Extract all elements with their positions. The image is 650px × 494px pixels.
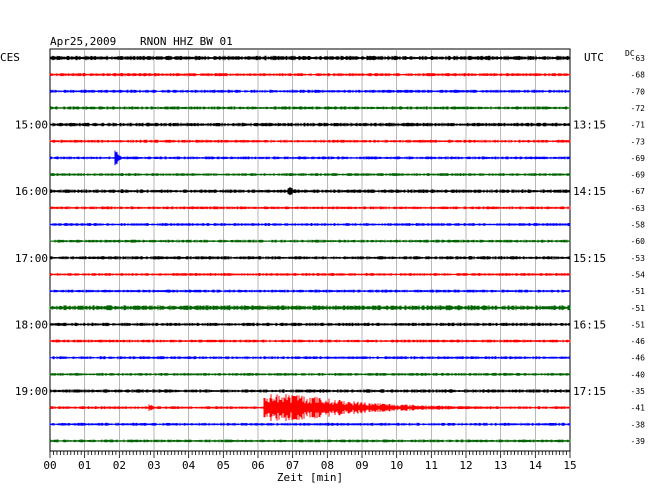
trace-18 [49, 356, 571, 360]
right-hour-label: 15:15 [573, 252, 606, 265]
trace-0 [49, 55, 571, 61]
dc-offset-label: -69 [631, 171, 646, 180]
dc-offset-label: -38 [631, 420, 646, 429]
x-tick-label: 09 [355, 459, 368, 472]
local-timezone-label: CES [0, 51, 20, 64]
trace-5 [49, 139, 571, 143]
dc-offset-label: -46 [631, 354, 646, 363]
dc-offset-label: -53 [631, 254, 646, 263]
dc-header-label: DC [625, 49, 635, 58]
dc-offset-label: -40 [631, 370, 646, 379]
right-hour-label: 16:15 [573, 318, 606, 331]
x-axis: 00 01 02 03 04 05 06 07 08 09 10 11 12 13 14 15 [43, 451, 577, 472]
minute-grid [84, 49, 536, 451]
trace-9 [49, 206, 571, 210]
dc-offset-label: -51 [631, 287, 646, 296]
x-tick-label: 14 [529, 459, 543, 472]
dc-offset-label: -60 [631, 237, 646, 246]
x-tick-label: 05 [217, 459, 230, 472]
x-tick-label: 15 [563, 459, 576, 472]
x-tick-label: 04 [182, 459, 196, 472]
trace-12 [49, 256, 571, 260]
trace-17 [49, 339, 571, 343]
dc-offset-label: -54 [631, 270, 646, 279]
dc-offset-label: -69 [631, 154, 646, 163]
dc-offset-label: -63 [631, 54, 646, 63]
dc-offset-label: -67 [631, 187, 646, 196]
x-tick-label: 02 [113, 459, 126, 472]
station-label: RNON HHZ BW 01 [140, 35, 233, 48]
dc-offset-label: -39 [631, 437, 646, 446]
utc-timezone-label: UTC [584, 51, 604, 64]
dc-offset-labels: -63 -68 -70 -72 -71 -73 -69 -69 -67 -63 -58 -60 -53 -… [631, 54, 646, 446]
dc-offset-label: -35 [631, 387, 646, 396]
trace-20 [49, 389, 571, 393]
trace-19 [49, 372, 571, 376]
dc-offset-label: -58 [631, 221, 646, 230]
dc-offset-label: -68 [631, 71, 646, 80]
left-hour-label: 16:00 [15, 185, 48, 198]
left-hour-label: 15:00 [15, 119, 48, 132]
x-tick-label: 10 [390, 459, 403, 472]
left-hour-labels: 15:00 16:00 17:00 18:00 19:00 [15, 119, 48, 398]
x-tick-label: 11 [425, 459, 438, 472]
x-tick-label: 03 [147, 459, 160, 472]
dc-offset-label: -63 [631, 204, 646, 213]
left-hour-label: 17:00 [15, 252, 48, 265]
trace-1 [49, 73, 571, 77]
trace-14 [49, 289, 571, 293]
dc-offset-label: -73 [631, 137, 646, 146]
right-hour-label: 17:15 [573, 385, 606, 398]
x-tick-label: 07 [286, 459, 299, 472]
trace-8 [49, 187, 571, 196]
right-hour-labels: 13:15 14:15 15:15 16:15 17:15 [573, 119, 606, 398]
dc-offset-label: -72 [631, 104, 646, 113]
trace-4 [49, 122, 571, 127]
dc-offset-label: -46 [631, 337, 646, 346]
date-label: Apr25,2009 [50, 35, 116, 48]
trace-10 [49, 223, 571, 226]
x-tick-label: 13 [494, 459, 507, 472]
x-tick-label: 12 [459, 459, 472, 472]
dc-offset-label: -51 [631, 304, 646, 313]
dc-offset-label: -51 [631, 320, 646, 329]
x-tick-label: 01 [78, 459, 91, 472]
dc-offset-label: -70 [631, 87, 646, 96]
trace-6 [49, 150, 571, 166]
trace-13 [49, 273, 571, 276]
dc-offset-label: -71 [631, 121, 646, 130]
trace-22 [49, 422, 571, 426]
trace-2 [49, 89, 571, 93]
trace-21 [49, 394, 571, 421]
trace-3 [49, 106, 571, 110]
x-tick-label: 08 [321, 459, 334, 472]
right-hour-label: 13:15 [573, 119, 606, 132]
trace-16 [49, 322, 571, 327]
trace-23 [49, 439, 571, 443]
trace-15 [49, 305, 571, 311]
x-tick-label: 00 [43, 459, 56, 472]
trace-7 [49, 173, 571, 176]
trace-11 [49, 239, 571, 243]
x-tick-label: 06 [251, 459, 264, 472]
trace-group [49, 55, 571, 443]
dc-offset-label: -41 [631, 404, 646, 413]
right-hour-label: 14:15 [573, 185, 606, 198]
left-hour-label: 18:00 [15, 318, 48, 331]
x-axis-title: Zeit [min] [277, 471, 343, 484]
left-hour-label: 19:00 [15, 385, 48, 398]
